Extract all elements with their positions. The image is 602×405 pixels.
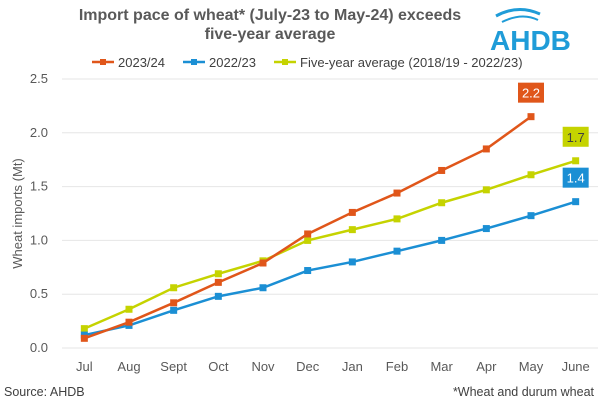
x-tick-label: May [519,359,544,374]
chart-title: Import pace of wheat* (July-23 to May-24… [60,6,480,44]
end-label-box [562,126,589,147]
legend-label: 2023/24 [118,55,165,70]
data-point [572,198,580,206]
x-tick-label: Aug [117,359,140,374]
legend-label: 2022/23 [209,55,256,70]
y-tick-label: 0.5 [30,286,48,301]
data-point [393,247,401,255]
title-line-1: Import pace of wheat* (July-23 to May-24… [78,7,462,24]
data-point [80,325,88,333]
data-point [527,171,535,179]
data-point [438,166,446,174]
data-point [348,258,356,266]
data-point [438,236,446,244]
end-label: 1.4 [567,171,585,186]
x-tick-label: Feb [386,359,408,374]
y-tick-label: 0.0 [30,340,48,355]
legend-marker [191,59,197,65]
x-tick-label: Apr [476,359,497,374]
x-tick-label: Jan [342,359,363,374]
data-point [259,259,267,267]
data-point [527,212,535,220]
legend-marker [100,59,106,65]
svg-text:AHDB: AHDB [490,25,571,56]
ahdb-logo: AHDB [490,8,571,56]
end-label: 2.2 [522,86,540,101]
data-point [214,292,222,300]
y-tick-label: 1.5 [30,179,48,194]
data-point [259,284,267,292]
footnote: *Wheat and durum wheat [452,385,594,399]
data-point [482,225,490,233]
title-line-2: five-year average [204,26,336,43]
x-tick-label: Nov [251,359,275,374]
x-tick-label: June [562,359,590,374]
series-line [83,159,577,330]
y-tick-label: 2.5 [30,71,48,86]
end-label-box [562,167,589,188]
data-point [348,226,356,234]
y-axis-label: Wheat imports (Mt) [10,158,25,269]
y-tick-label: 2.0 [30,125,48,140]
data-point [170,284,178,292]
end-label-box [518,82,544,103]
y-tick-label: 1.0 [30,232,48,247]
data-point [304,236,312,244]
data-point [170,306,178,314]
data-point [438,199,446,207]
data-point [214,270,222,278]
legend-marker [282,59,288,65]
data-point [125,318,133,326]
data-point [304,267,312,275]
source-note: Source: AHDB [4,385,85,399]
x-tick-label: Jul [76,359,93,374]
data-point [348,208,356,216]
data-point [527,113,535,121]
data-point [214,278,222,286]
x-tick-label: Sept [160,359,187,374]
data-point [572,157,580,165]
x-tick-label: Dec [296,359,320,374]
series-line [83,115,532,340]
data-point [125,305,133,313]
data-point [482,145,490,153]
data-point [482,186,490,194]
data-point [393,215,401,223]
x-tick-label: Mar [430,359,453,374]
data-point [393,189,401,197]
end-label: 1.7 [567,130,585,145]
legend-label: Five-year average (2018/19 - 2022/23) [300,55,523,70]
x-tick-label: Oct [208,359,229,374]
data-point [80,334,88,342]
data-point [304,230,312,238]
data-point [170,299,178,307]
series-line [84,200,577,337]
